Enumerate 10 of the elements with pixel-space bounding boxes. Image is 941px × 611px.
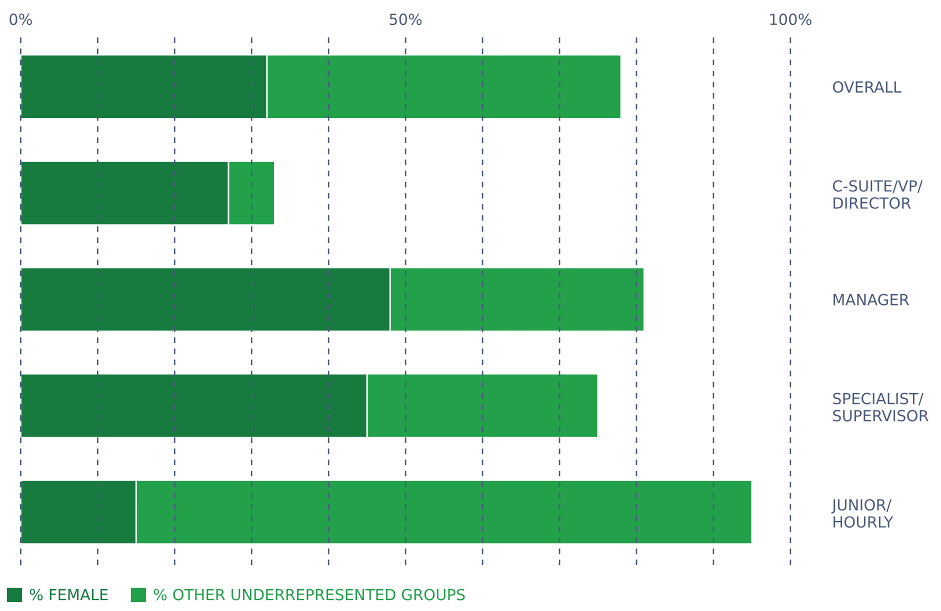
legend-label: % OTHER UNDERREPRESENTED GROUPS — [154, 588, 465, 600]
y-tick-label: OVERALL — [832, 81, 902, 93]
legend-label: % FEMALE — [30, 588, 108, 600]
x-tick-label: 100% — [770, 14, 812, 26]
x-tick-label: 50% — [390, 14, 422, 26]
y-tick-label: SPECIALIST/ SUPERVISOR — [833, 392, 928, 422]
x-tick-label: 0% — [10, 14, 32, 26]
y-tick-label: MANAGER — [834, 294, 910, 306]
y-tick-label: C-SUITE/VP/ DIRECTOR — [832, 180, 923, 209]
y-tick-label: JUNIOR/ HOURLY — [831, 499, 894, 528]
